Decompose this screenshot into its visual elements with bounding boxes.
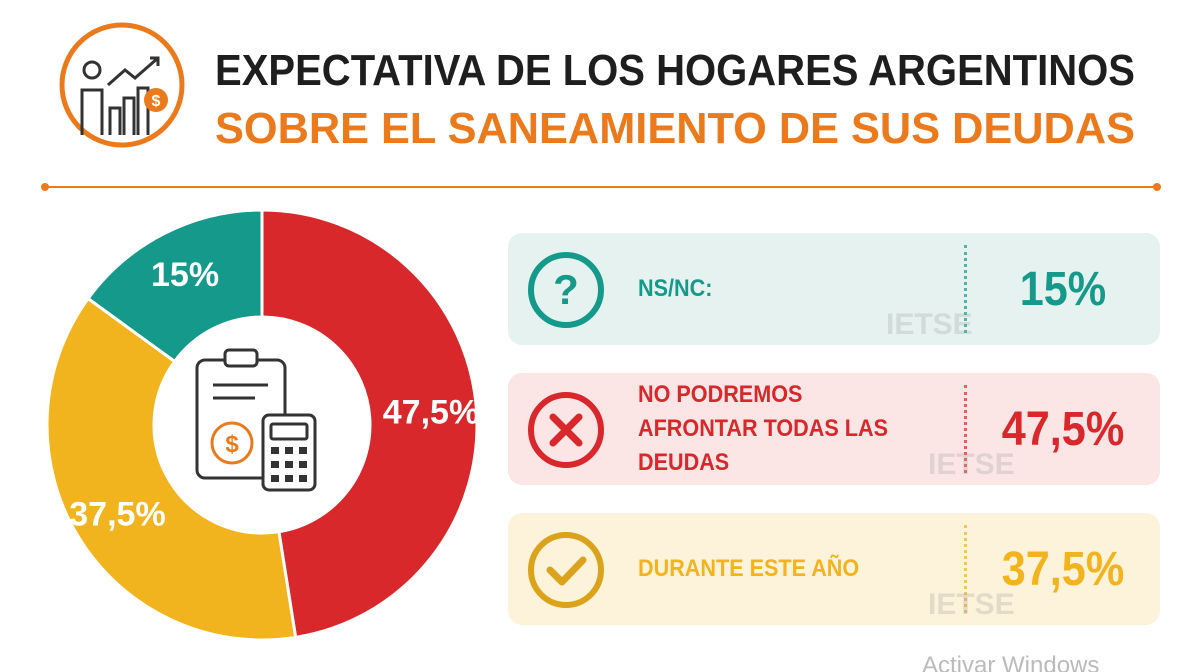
center-icon: $ [195,348,317,492]
card-label: DURANTE ESTE AÑO [638,555,860,582]
svg-text:$: $ [225,431,239,458]
segment-label: 47,5% [383,394,479,432]
os-notice: Activar Windows [922,652,1100,672]
card-value: 37,5% [1001,542,1125,596]
separator [964,245,967,333]
separator [964,525,967,613]
donut-segment [45,296,298,642]
cross-icon [528,392,604,468]
divider [41,183,1161,191]
header-icon: $ [59,22,185,148]
separator [964,385,967,473]
card-label: NO PODREMOS AFRONTAR TODAS LAS DEUDAS [638,381,889,476]
card-durante: DURANTE ESTE AÑO 37,5% IETSE [508,513,1160,625]
donut-segment [260,208,479,640]
card-value: 47,5% [1001,402,1125,456]
card-no-podremos: NO PODREMOS AFRONTAR TODAS LAS DEUDAS 47… [508,373,1160,485]
check-icon [528,532,604,608]
card-ns-nc: ? NS/NC: 15% IETSE [508,233,1160,345]
donut-segment [85,208,264,364]
svg-text:?: ? [553,266,579,313]
watermark: IETSE [928,448,1015,481]
card-label: NS/NC: [638,275,713,302]
watermark: IETSE [886,308,973,341]
question-icon: ? [528,252,604,328]
card-value: 15% [1019,262,1107,316]
segment-label: 37,5% [69,496,165,534]
watermark: IETSE [928,588,1015,621]
subtitle: SOBRE EL SANEAMIENTO DE SUS DEUDAS [215,104,1135,153]
svg-text:$: $ [152,93,161,110]
segment-label: 15% [151,256,219,294]
title: EXPECTATIVA DE LOS HOGARES ARGENTINOS [215,46,1135,95]
